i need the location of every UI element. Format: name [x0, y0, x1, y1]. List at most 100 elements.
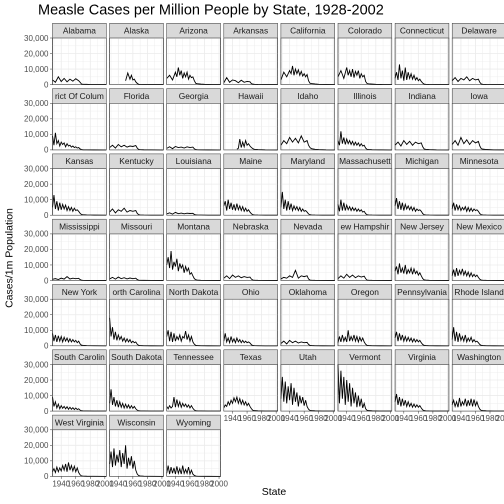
facet-strip-label: Ohio [242, 287, 260, 297]
facet-strip-label: Connecticut [400, 26, 445, 36]
x-axis-label: State [262, 486, 287, 498]
facet-panel-border [451, 364, 504, 412]
series-line [109, 445, 164, 477]
facet-panel-border [223, 233, 278, 281]
y-tick-label: 0 [44, 342, 49, 351]
facet-panel: Massachusett [337, 153, 393, 216]
y-tick-label: 30,000 [24, 426, 49, 435]
facet-panel-border [451, 168, 504, 216]
x-tick-label: 1960 [409, 414, 427, 423]
x-tick-label: 1980 [367, 414, 385, 423]
series-line [166, 67, 221, 86]
x-tick-label: 1940 [281, 414, 299, 423]
y-tick-label: 10,000 [24, 261, 49, 270]
facet-panel-border [109, 168, 164, 216]
facet-strip-label: Louisiana [176, 156, 212, 166]
facet-strip-label: Virginia [408, 352, 436, 362]
y-tick-label: 0 [44, 472, 49, 481]
x-tick-label: 1980 [139, 479, 157, 488]
facet-strip-label: Oklahoma [289, 287, 328, 297]
facet-strip-label: Maine [239, 156, 262, 166]
series-line [280, 191, 335, 216]
y-tick-label: 10,000 [24, 326, 49, 335]
facet-panel: Montana [166, 218, 221, 281]
x-tick-label: 1960 [181, 479, 199, 488]
facet-panel: Iowa [451, 88, 504, 151]
x-tick-label: 1940 [109, 479, 127, 488]
facet-strip-label: Maryland [291, 156, 326, 166]
x-tick-label: 2000 [210, 479, 228, 488]
facet-panel: South Dakota [109, 349, 164, 412]
facet-panel: Nebraska [223, 218, 278, 281]
facet-panel-border [394, 37, 450, 85]
y-tick-label: 0 [44, 211, 49, 220]
facet-strip-label: rict Of Colum [55, 91, 104, 101]
facet-panel-border [337, 168, 393, 216]
facet-panel-border [337, 364, 393, 412]
facet-strip-label: South Carolin [54, 352, 105, 362]
facet-panel-border [166, 103, 221, 151]
x-tick-label: 1940 [224, 414, 242, 423]
facet-strip-label: Alabama [63, 26, 96, 36]
facet-panel-border [451, 37, 504, 85]
facet-panel-border [451, 233, 504, 281]
series-line [109, 317, 164, 347]
x-tick-label: 1940 [167, 479, 185, 488]
facet-panel: Pennsylvania [394, 284, 450, 347]
y-tick-label: 30,000 [24, 34, 49, 43]
facet-strip-label: ew Hampshir [340, 222, 389, 232]
facet-panel: Oklahoma [280, 284, 335, 347]
series-line [280, 134, 335, 151]
facet-strip-label: Michigan [405, 156, 439, 166]
facet-strip-label: New Mexico [456, 222, 502, 232]
facet-strip-label: South Dakota [111, 352, 162, 362]
x-tick-label: 1980 [196, 479, 214, 488]
y-tick-label: 20,000 [24, 376, 49, 385]
y-axis-label: Cases/1m Population [4, 208, 16, 308]
series-line [223, 333, 278, 347]
facet-strip-label: Montana [177, 222, 210, 232]
series-line [166, 330, 221, 347]
facet-strip-label: Washington [457, 352, 501, 362]
series-line [337, 330, 392, 347]
facet-strip-label: Nevada [293, 222, 322, 232]
facet-panel-border [166, 298, 221, 347]
facet-strip-label: Missouri [121, 222, 152, 232]
facet-strip-label: Alaska [124, 26, 149, 36]
facet-panel-border [52, 37, 107, 85]
series-line [451, 267, 504, 281]
facet-panel: Louisiana [166, 153, 221, 216]
x-tick-label: 1980 [81, 479, 99, 488]
facet-panel-border [223, 168, 278, 216]
series-line [394, 263, 449, 281]
facet-panel-border [280, 298, 335, 347]
facet-strip-label: Georgia [179, 91, 209, 101]
y-tick-label: 10,000 [24, 391, 49, 400]
facet-panel: Oregon [337, 284, 393, 347]
facet-panel: New Mexico [451, 218, 504, 281]
facet-panel-border [280, 364, 335, 412]
x-tick-label: 1960 [352, 414, 370, 423]
facet-strip-label: Idaho [297, 91, 318, 101]
facet-panel: Arkansas [223, 23, 278, 86]
x-tick-label: 1960 [467, 414, 485, 423]
series-line [280, 65, 335, 86]
facet-panel-border [451, 103, 504, 151]
facet-panel-border [451, 298, 504, 347]
facet-panel: Alabama 0 10,000 20,000 30,000 [24, 23, 107, 89]
facet-panel: rict Of Colum 0 10,000 20,000 30,000 [24, 88, 107, 155]
facet-panel: Mississippi 0 10,000 20,000 30,000 [24, 218, 107, 285]
facet-panel: Ohio [223, 284, 278, 347]
facet-panel-border [337, 233, 393, 281]
y-tick-label: 0 [44, 146, 49, 155]
y-tick-label: 20,000 [24, 180, 49, 189]
series-line [451, 136, 504, 151]
facet-panel-border [109, 103, 164, 151]
facet-panel-border [223, 103, 278, 151]
x-tick-label: 1940 [452, 414, 470, 423]
facet-panel: orth Carolina [109, 284, 164, 347]
facet-panel: Kansas 0 10,000 20,000 30,000 [24, 153, 107, 220]
facet-panel-border [394, 364, 450, 412]
facet-panel-border [280, 233, 335, 281]
